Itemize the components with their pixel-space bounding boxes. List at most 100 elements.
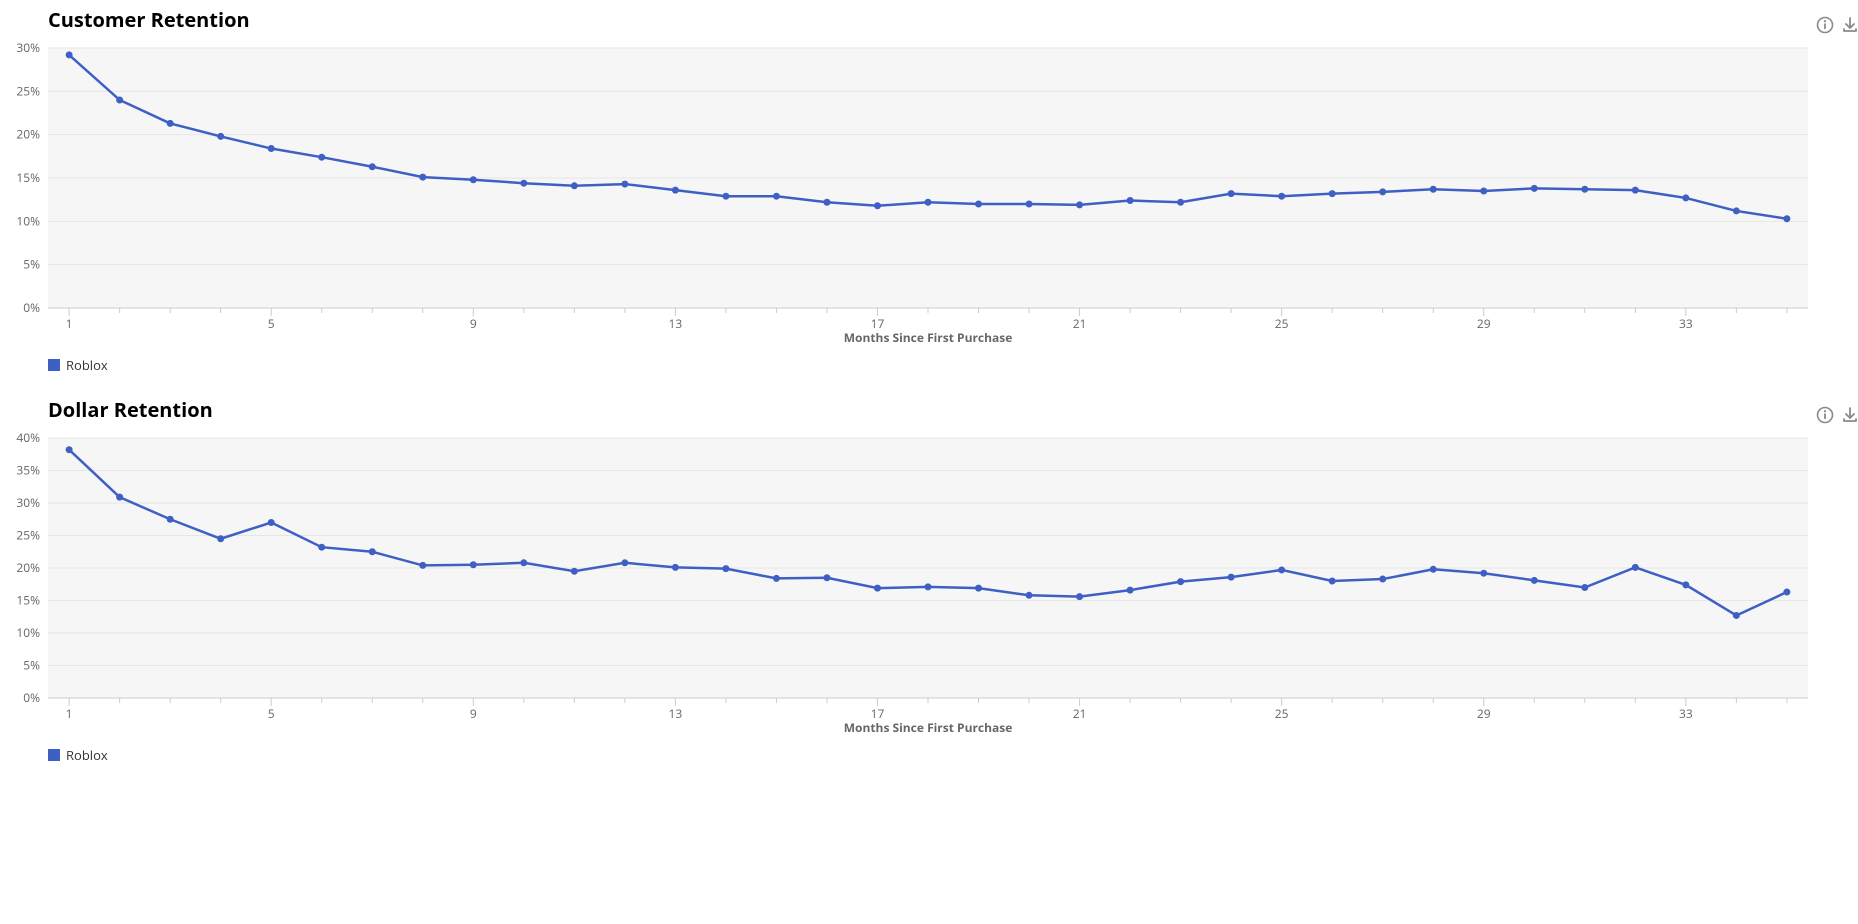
dollar-retention-series-point[interactable] (722, 565, 729, 572)
customer-retention-series-point[interactable] (1228, 190, 1235, 197)
customer-retention-series-point[interactable] (1076, 201, 1083, 208)
dollar-retention-series-point[interactable] (369, 548, 376, 555)
customer-retention-series-point[interactable] (1177, 199, 1184, 206)
x-tick-label: 29 (1477, 315, 1491, 332)
dollar-retention-series-point[interactable] (1228, 574, 1235, 581)
x-tick-label: 21 (1073, 315, 1087, 332)
customer-retention-series-point[interactable] (722, 193, 729, 200)
customer-retention-series-point[interactable] (369, 163, 376, 170)
dollar-retention-series-point[interactable] (773, 575, 780, 582)
dollar-retention-series-point[interactable] (520, 559, 527, 566)
customer-retention-series-point[interactable] (1379, 188, 1386, 195)
customer-retention-series-point[interactable] (874, 202, 881, 209)
y-tick-label: 5% (23, 256, 40, 273)
legend-label: Roblox (66, 746, 108, 764)
dollar-retention-series-point[interactable] (268, 519, 275, 526)
customer-retention-series-point[interactable] (470, 176, 477, 183)
dollar-retention-series-point[interactable] (217, 535, 224, 542)
dollar-retention-svg: 0%5%10%15%20%25%30%35%40%159131721252933… (0, 390, 1858, 746)
customer-retention-series-point[interactable] (1733, 207, 1740, 214)
y-tick-label: 25% (16, 82, 40, 99)
y-tick-label: 20% (16, 126, 40, 143)
dollar-retention-series-point[interactable] (1076, 593, 1083, 600)
dollar-retention-series-point[interactable] (672, 564, 679, 571)
dollar-retention-series-point[interactable] (621, 559, 628, 566)
dollar-retention-series-point[interactable] (1177, 578, 1184, 585)
y-tick-label: 35% (16, 462, 40, 479)
x-tick-label: 13 (669, 315, 683, 332)
x-tick-label: 1 (66, 315, 73, 332)
x-tick-label: 33 (1679, 315, 1693, 332)
customer-retention-svg: 0%5%10%15%20%25%30%159131721252933Months… (0, 0, 1858, 356)
customer-retention-series-point[interactable] (1480, 188, 1487, 195)
x-tick-label: 5 (268, 315, 275, 332)
y-tick-label: 30% (16, 39, 40, 56)
dollar-retention-series-point[interactable] (1379, 576, 1386, 583)
customer-retention-series-point[interactable] (1278, 193, 1285, 200)
customer-retention-series-point[interactable] (520, 180, 527, 187)
x-tick-label: 9 (470, 315, 477, 332)
dollar-retention-series-point[interactable] (1632, 564, 1639, 571)
customer-retention-series-point[interactable] (1430, 186, 1437, 193)
customer-retention-series-point[interactable] (975, 201, 982, 208)
customer-retention-series-point[interactable] (217, 133, 224, 140)
customer-retention-series-point[interactable] (823, 199, 830, 206)
legend-label: Roblox (66, 356, 108, 374)
x-axis-title: Months Since First Purchase (844, 329, 1013, 346)
customer-retention-series-point[interactable] (925, 199, 932, 206)
customer-retention-series-point[interactable] (1632, 187, 1639, 194)
dollar-retention-series-point[interactable] (1026, 592, 1033, 599)
customer-retention-legend[interactable]: Roblox (48, 356, 108, 374)
dollar-retention-series-point[interactable] (1682, 581, 1689, 588)
y-tick-label: 10% (16, 212, 40, 229)
dollar-retention-series-point[interactable] (975, 585, 982, 592)
dollar-retention-series-point[interactable] (823, 574, 830, 581)
customer-retention-series-point[interactable] (318, 154, 325, 161)
dollar-retention-series-point[interactable] (1783, 589, 1790, 596)
dollar-retention-series-point[interactable] (1329, 578, 1336, 585)
dollar-retention-series-point[interactable] (571, 568, 578, 575)
dollar-retention-series-point[interactable] (1531, 577, 1538, 584)
legend-swatch (48, 749, 60, 761)
customer-retention-series-point[interactable] (116, 97, 123, 104)
customer-retention-series-point[interactable] (1531, 185, 1538, 192)
customer-retention-series-point[interactable] (1329, 190, 1336, 197)
dollar-retention-series-point[interactable] (66, 446, 73, 453)
customer-retention-series-point[interactable] (167, 120, 174, 127)
customer-retention-series-point[interactable] (571, 182, 578, 189)
customer-retention-series-point[interactable] (66, 51, 73, 58)
customer-retention-series-point[interactable] (621, 181, 628, 188)
customer-retention-series-point[interactable] (1581, 186, 1588, 193)
customer-retention-series-point[interactable] (1682, 194, 1689, 201)
dollar-retention-series-point[interactable] (1278, 566, 1285, 573)
customer-retention-series-point[interactable] (419, 174, 426, 181)
x-tick-label: 25 (1275, 705, 1289, 722)
dollar-retention-legend[interactable]: Roblox (48, 746, 108, 764)
dollar-retention-series-point[interactable] (874, 585, 881, 592)
dollar-retention-series-point[interactable] (470, 561, 477, 568)
x-tick-label: 13 (669, 705, 683, 722)
customer-retention-series-point[interactable] (1026, 201, 1033, 208)
y-tick-label: 5% (23, 657, 40, 674)
customer-retention-series-point[interactable] (1127, 197, 1134, 204)
customer-retention-series-point[interactable] (268, 145, 275, 152)
dollar-retention-series-point[interactable] (1127, 587, 1134, 594)
y-tick-label: 30% (16, 494, 40, 511)
customer-retention-series-point[interactable] (1783, 215, 1790, 222)
dollar-retention-series-point[interactable] (318, 544, 325, 551)
dollar-retention-series-point[interactable] (1480, 570, 1487, 577)
dollar-retention-series-point[interactable] (167, 516, 174, 523)
dollar-retention-series-point[interactable] (1733, 612, 1740, 619)
dollar-retention-series-point[interactable] (925, 583, 932, 590)
x-tick-label: 5 (268, 705, 275, 722)
customer-retention-series-point[interactable] (773, 193, 780, 200)
y-tick-label: 0% (23, 689, 40, 706)
customer-retention-series-point[interactable] (672, 187, 679, 194)
dollar-retention-series-point[interactable] (1581, 584, 1588, 591)
y-tick-label: 0% (23, 299, 40, 316)
dollar-retention-series-point[interactable] (419, 562, 426, 569)
dollar-retention-series-point[interactable] (116, 494, 123, 501)
customer-retention-block: Customer Retention 0%5%10%15%20%25%30%15… (0, 0, 1858, 390)
dollar-retention-series-point[interactable] (1430, 566, 1437, 573)
dollar-retention-block: Dollar Retention 0%5%10%15%20%25%30%35%4… (0, 390, 1858, 780)
